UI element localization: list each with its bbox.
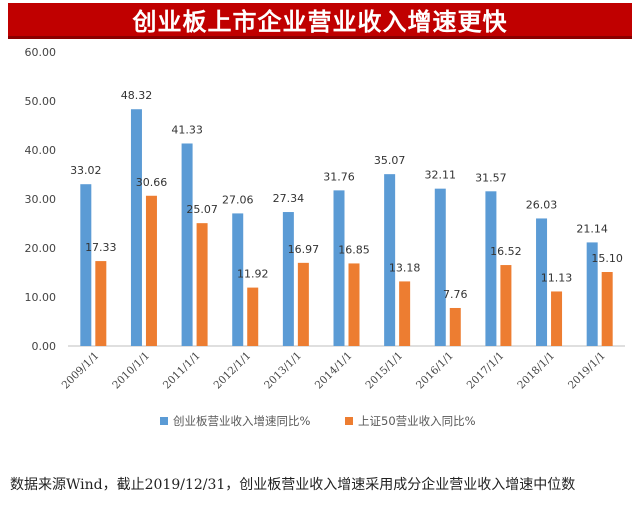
- y-tick-label: 20.00: [25, 242, 57, 255]
- y-tick-label: 50.00: [25, 95, 57, 108]
- bar-chinext: [181, 143, 193, 346]
- bar-sse50: [95, 261, 107, 346]
- data-label: 27.34: [273, 192, 305, 205]
- x-tick-label: 2013/1/1: [262, 350, 304, 392]
- x-tick-label: 2016/1/1: [414, 350, 456, 392]
- bar-sse50: [196, 223, 208, 346]
- bar-sse50: [247, 287, 259, 346]
- x-tick-label: 2015/1/1: [363, 350, 405, 392]
- x-tick-label: 2009/1/1: [60, 350, 102, 392]
- data-label: 26.03: [526, 198, 558, 211]
- bar-sse50: [399, 281, 411, 346]
- legend-label-sse50: 上证50营业收入同比%: [358, 414, 476, 428]
- data-label: 16.85: [338, 243, 370, 256]
- bar-sse50: [601, 272, 613, 346]
- data-label: 25.07: [186, 203, 218, 216]
- data-label: 33.02: [70, 164, 102, 177]
- x-tick-label: 2014/1/1: [313, 350, 355, 392]
- legend-swatch-sse50: [345, 417, 353, 425]
- data-label: 16.52: [490, 245, 522, 258]
- data-label: 30.66: [136, 176, 168, 189]
- chart-title: 创业板上市企业营业收入增速更快: [132, 8, 508, 36]
- y-tick-label: 0.00: [32, 340, 57, 353]
- bar-chinext: [586, 242, 598, 346]
- data-label: 32.11: [425, 169, 457, 182]
- data-label: 17.33: [85, 241, 117, 254]
- bar-sse50: [551, 291, 563, 346]
- data-label: 11.13: [541, 271, 573, 284]
- data-label: 13.18: [389, 261, 421, 274]
- bar-chinext: [333, 190, 345, 346]
- legend-label-chinext: 创业板营业收入增速同比%: [173, 414, 310, 428]
- legend-swatch-chinext: [160, 417, 168, 425]
- bar-chinext: [80, 184, 92, 346]
- bar-chinext: [536, 218, 548, 346]
- y-tick-label: 40.00: [25, 144, 57, 157]
- bar-sse50: [449, 307, 461, 346]
- bar-chinext: [130, 109, 142, 347]
- data-label: 21.14: [576, 222, 608, 235]
- data-label: 41.33: [171, 123, 203, 136]
- bar-sse50: [145, 195, 157, 346]
- source-note: 数据来源Wind，截止2019/12/31，创业板营业收入增速采用成分企业营业收…: [10, 477, 576, 493]
- bar-chinext: [434, 188, 446, 346]
- x-tick-label: 2011/1/1: [161, 350, 203, 392]
- data-label: 31.76: [323, 170, 355, 183]
- bar-chinext: [384, 174, 396, 346]
- y-tick-label: 10.00: [25, 291, 57, 304]
- data-label: 7.76: [443, 288, 468, 301]
- x-tick-label: 2019/1/1: [566, 350, 608, 392]
- bar-chinext: [282, 212, 294, 346]
- bar-sse50: [348, 263, 360, 346]
- bar-sse50: [297, 262, 309, 346]
- data-label: 48.32: [121, 89, 153, 102]
- x-tick-label: 2012/1/1: [212, 350, 254, 392]
- data-label: 27.06: [222, 193, 254, 206]
- y-tick-label: 30.00: [25, 193, 57, 206]
- data-label: 35.07: [374, 154, 406, 167]
- data-label: 15.10: [591, 252, 623, 265]
- chart-title-bar: 创业板上市企业营业收入增速更快: [8, 3, 632, 39]
- data-label: 31.57: [475, 171, 507, 184]
- bar-chinext: [232, 213, 244, 346]
- y-tick-label: 60.00: [25, 46, 57, 59]
- bar-sse50: [500, 265, 512, 346]
- bar-chart: 0.00 10.00 20.00 30.00 40.00 50.00 60.00 33.02 1…: [25, 46, 625, 428]
- data-label: 16.97: [288, 243, 320, 256]
- bar-chinext: [485, 191, 497, 346]
- x-tick-label: 2010/1/1: [110, 350, 152, 392]
- x-tick-label: 2017/1/1: [465, 350, 507, 392]
- data-label: 11.92: [237, 268, 269, 281]
- x-tick-label: 2018/1/1: [515, 350, 557, 392]
